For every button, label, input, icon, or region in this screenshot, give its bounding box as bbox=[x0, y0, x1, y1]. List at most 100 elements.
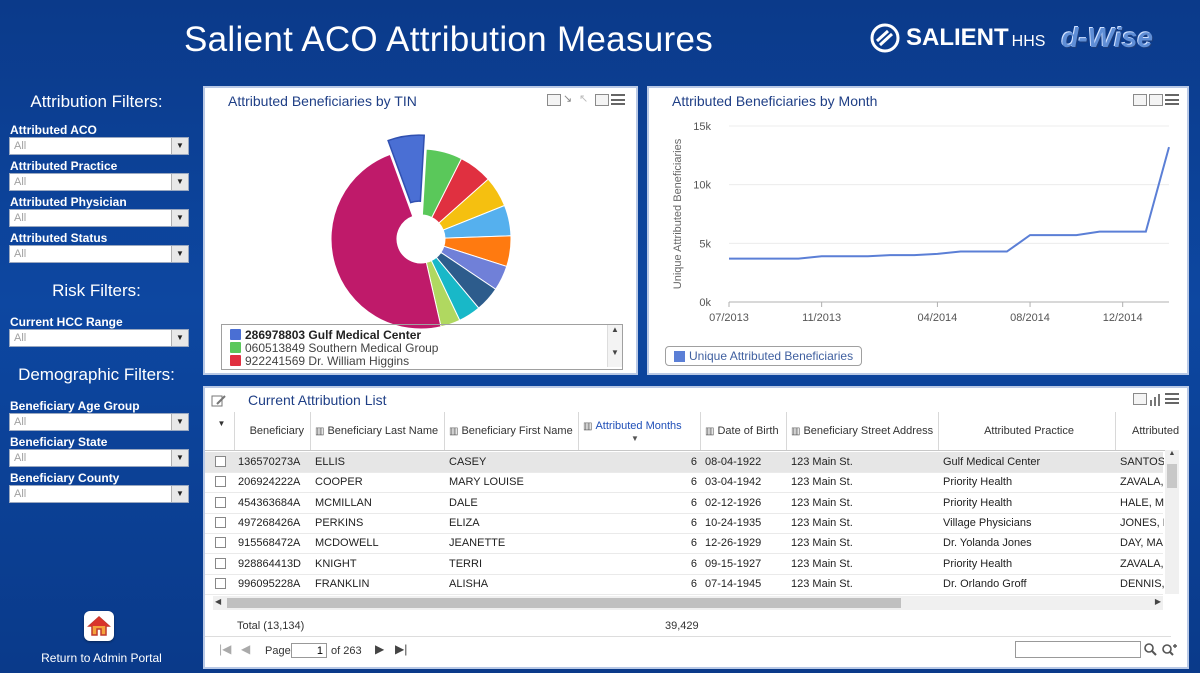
months-cell: 6 bbox=[690, 456, 697, 468]
chevron-down-icon[interactable]: ▼ bbox=[217, 418, 226, 428]
row-checkbox[interactable] bbox=[215, 516, 226, 528]
scroll-right-icon[interactable]: ▶ bbox=[1154, 597, 1161, 606]
table-row[interactable]: 996095228A FRANKLIN ALISHA 6 07-14-1945 123 M… bbox=[205, 574, 1164, 595]
row-checkbox[interactable] bbox=[215, 557, 226, 569]
month-line-chart: 0k 5k 10k 15k Unique Attributed Beneficiarie… bbox=[672, 121, 1170, 324]
column-header-street-address[interactable]: ▥ Beneficiary Street Address bbox=[787, 412, 939, 450]
table-row[interactable]: 454363684A MCMILLAN DALE 6 02-12-1926 123 Mai… bbox=[205, 493, 1164, 514]
table-header: ▼ Beneficiary ▥ Beneficiary Last Name ▥ Be… bbox=[205, 412, 1179, 451]
filter-hcc-range: Current HCC Range All ▼ bbox=[0, 315, 200, 347]
table-row[interactable]: 497268426A PERKINS ELIZA 6 10-24-1935 123 Mai… bbox=[205, 513, 1164, 534]
physician-cell: ZAVALA, bbox=[1120, 557, 1164, 570]
tin-chart-panel: Attributed Beneficiaries by TIN ↘ ↖ 2869… bbox=[203, 86, 638, 375]
scroll-left-icon[interactable]: ◀ bbox=[215, 597, 222, 606]
column-header-practice[interactable]: Attributed Practice bbox=[939, 412, 1116, 450]
attributed-physician-select[interactable]: All ▼ bbox=[9, 209, 189, 227]
y-tick-label: 5k bbox=[699, 238, 711, 250]
home-button[interactable] bbox=[84, 611, 114, 641]
next-page-icon[interactable]: ▶ bbox=[375, 642, 385, 656]
column-header-last-name[interactable]: ▥ Beneficiary Last Name bbox=[311, 412, 445, 450]
column-header-beneficiary[interactable]: Beneficiary bbox=[235, 412, 311, 450]
column-label: Beneficiary Last Name bbox=[327, 425, 439, 437]
chevron-down-icon[interactable]: ▼ bbox=[171, 486, 188, 502]
legend-label: Unique Attributed Beneficiaries bbox=[689, 349, 854, 363]
chart-view-icon[interactable] bbox=[1149, 393, 1163, 406]
state-select[interactable]: All ▼ bbox=[9, 449, 189, 467]
chevron-down-icon[interactable]: ▼ bbox=[171, 210, 188, 226]
legend-item[interactable]: 922241569 Dr. William Higgins bbox=[230, 354, 622, 368]
table-row[interactable]: 136570273A ELLIS CASEY 6 08-04-1922 123 Main … bbox=[205, 452, 1164, 473]
drill-down-icon[interactable]: ↘ bbox=[563, 93, 573, 105]
address-cell: 123 Main St. bbox=[791, 557, 853, 570]
advanced-search-icon[interactable] bbox=[1161, 643, 1177, 657]
attributed-practice-select[interactable]: All ▼ bbox=[9, 173, 189, 191]
menu-icon[interactable] bbox=[1165, 94, 1179, 105]
legend-scrollbar[interactable]: ▲ ▼ bbox=[607, 325, 622, 367]
chevron-down-icon[interactable]: ▼ bbox=[171, 246, 188, 262]
menu-icon[interactable] bbox=[611, 94, 625, 105]
column-header-physician[interactable]: Attributed bbox=[1116, 412, 1179, 450]
legend-item[interactable]: 060513849 Southern Medical Group bbox=[230, 341, 622, 355]
scrollbar-thumb[interactable] bbox=[227, 598, 901, 608]
x-tick-label: 04/2014 bbox=[918, 312, 958, 324]
row-checkbox[interactable] bbox=[215, 476, 226, 488]
scroll-up-icon[interactable]: ▲ bbox=[1168, 450, 1176, 457]
beneficiary-id-cell: 454363684A bbox=[238, 496, 301, 509]
scroll-up-icon[interactable]: ▲ bbox=[611, 325, 619, 334]
practice-cell: Gulf Medical Center bbox=[943, 456, 1041, 468]
practice-cell: Dr. Yolanda Jones bbox=[943, 537, 1032, 550]
column-header-first-name[interactable]: ▥ Beneficiary First Name bbox=[445, 412, 579, 450]
table-row[interactable]: 915568472A MCDOWELL JEANETTE 6 12-26-1929 123… bbox=[205, 533, 1164, 555]
select-value: All bbox=[14, 488, 27, 500]
export-icon[interactable] bbox=[1133, 393, 1147, 405]
chevron-down-icon[interactable]: ▼ bbox=[171, 138, 188, 154]
last-page-icon[interactable]: ▶| bbox=[395, 642, 408, 656]
attributed-aco-select[interactable]: All ▼ bbox=[9, 137, 189, 155]
physician-cell: SANTOS, bbox=[1120, 456, 1164, 468]
table-vertical-scrollbar[interactable]: ▲ bbox=[1165, 450, 1179, 594]
table-row[interactable]: 206924222A COOPER MARY LOUISE 6 03-04-1942 12… bbox=[205, 472, 1164, 494]
column-header-dob[interactable]: ▥ Date of Birth bbox=[701, 412, 787, 450]
scrollbar-thumb[interactable] bbox=[1167, 464, 1177, 488]
chevron-down-icon[interactable]: ▼ bbox=[171, 330, 188, 346]
table-view-icon[interactable] bbox=[595, 94, 609, 106]
page-number-input[interactable] bbox=[291, 643, 327, 658]
row-checkbox[interactable] bbox=[215, 577, 226, 589]
attribution-list-title: Current Attribution List bbox=[248, 392, 387, 408]
physician-cell: JONES, E bbox=[1120, 516, 1164, 529]
menu-icon[interactable] bbox=[1165, 393, 1179, 404]
drill-up-icon[interactable]: ↖ bbox=[579, 93, 589, 105]
column-menu[interactable]: ▼ bbox=[205, 412, 235, 450]
first-page-icon[interactable]: |◀ bbox=[219, 642, 232, 656]
county-select[interactable]: All ▼ bbox=[9, 485, 189, 503]
series-line[interactable] bbox=[729, 146, 1170, 260]
hcc-range-select[interactable]: All ▼ bbox=[9, 329, 189, 347]
attributed-status-select[interactable]: All ▼ bbox=[9, 245, 189, 263]
edit-icon[interactable] bbox=[211, 394, 227, 408]
chevron-down-icon[interactable]: ▼ bbox=[171, 450, 188, 466]
prev-page-icon[interactable]: ◀ bbox=[241, 642, 251, 656]
return-to-admin-link[interactable]: Return to Admin Portal bbox=[41, 651, 162, 665]
table-search-input[interactable] bbox=[1015, 641, 1141, 658]
legend-item[interactable]: 286978803 Gulf Medical Center bbox=[230, 328, 622, 342]
table-view-icon[interactable] bbox=[1149, 94, 1163, 106]
chevron-down-icon[interactable]: ▼ bbox=[171, 414, 188, 430]
search-icon[interactable] bbox=[1143, 642, 1157, 656]
table-horizontal-scrollbar[interactable]: ◀ ▶ bbox=[213, 596, 1163, 610]
page-count: of 263 bbox=[331, 645, 362, 657]
export-icon[interactable] bbox=[547, 94, 561, 106]
column-header-attributed-months[interactable]: ▥ Attributed Months ▼ bbox=[579, 412, 701, 450]
y-axis-label: Unique Attributed Beneficiaries bbox=[672, 138, 684, 289]
export-icon[interactable] bbox=[1133, 94, 1147, 106]
table-row[interactable]: 928864413D KNIGHT TERRI 6 09-15-1927 123 Main… bbox=[205, 554, 1164, 575]
chevron-down-icon[interactable]: ▼ bbox=[171, 174, 188, 190]
row-checkbox[interactable] bbox=[215, 456, 226, 467]
row-checkbox[interactable] bbox=[215, 537, 226, 549]
pie-slice[interactable] bbox=[387, 134, 426, 204]
pie-slice[interactable] bbox=[330, 153, 442, 330]
month-legend[interactable]: Unique Attributed Beneficiaries bbox=[665, 346, 863, 366]
age-group-select[interactable]: All ▼ bbox=[9, 413, 189, 431]
last-name-cell: COOPER bbox=[315, 476, 363, 489]
scroll-down-icon[interactable]: ▼ bbox=[611, 348, 619, 357]
row-checkbox[interactable] bbox=[215, 496, 226, 508]
